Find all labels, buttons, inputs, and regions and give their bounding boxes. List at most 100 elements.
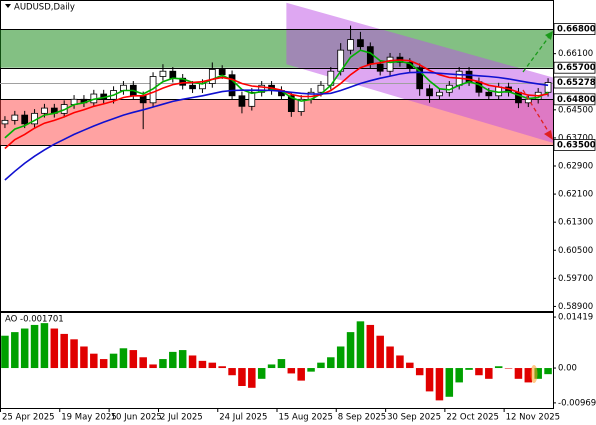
ao-bar bbox=[406, 362, 414, 369]
y-tick-label: 0.61300 bbox=[558, 218, 593, 228]
highlight bbox=[530, 365, 538, 383]
ao-bar bbox=[475, 368, 483, 376]
y-tick-label: 0.62100 bbox=[558, 190, 593, 200]
ao-bar bbox=[169, 351, 177, 369]
level-box bbox=[553, 93, 596, 106]
candle-body bbox=[21, 114, 29, 125]
level-label: 0.64800 bbox=[557, 95, 596, 105]
ao-bar bbox=[119, 348, 128, 369]
candle-body bbox=[1, 119, 9, 125]
ao-bar bbox=[1, 335, 9, 369]
ao-bar bbox=[90, 353, 98, 369]
y-tick-label: 0.63700 bbox=[558, 133, 593, 143]
x-tick-label: 22 Oct 2025 bbox=[446, 413, 499, 423]
ao-bar bbox=[346, 332, 355, 369]
ao-bar bbox=[455, 368, 463, 383]
x-tick-label: 10 Jun 2025 bbox=[111, 413, 162, 423]
ao-bar bbox=[11, 332, 19, 369]
ao-bar bbox=[376, 335, 384, 369]
y-tick-label: 0.59700 bbox=[558, 274, 593, 284]
ao-bar bbox=[534, 368, 542, 379]
ao-y-tick-label: 0.01419 bbox=[558, 313, 593, 323]
ao-bar bbox=[386, 346, 394, 369]
ao-bar bbox=[435, 368, 444, 401]
level-label: 0.65278 bbox=[557, 78, 596, 88]
candle-body bbox=[41, 107, 48, 114]
candle-body bbox=[347, 39, 354, 51]
menu-icon bbox=[5, 4, 11, 8]
arrow-down bbox=[522, 89, 552, 137]
candle-body bbox=[544, 82, 552, 93]
ao-bar bbox=[445, 368, 454, 397]
ao-bar bbox=[336, 346, 345, 369]
ao-bar bbox=[485, 368, 493, 379]
chart-title: AUDUSD,Daily bbox=[14, 3, 75, 13]
ao-bar bbox=[70, 339, 78, 369]
level-label: 0.65700 bbox=[557, 63, 596, 73]
ao-bar bbox=[277, 359, 286, 369]
arrow-up-head bbox=[545, 31, 553, 40]
candle-body bbox=[228, 74, 236, 97]
arrow-down-head bbox=[544, 130, 553, 140]
ao-bar bbox=[257, 368, 266, 379]
candle-body bbox=[11, 114, 19, 121]
ao-y-tick-label: -0.009696 bbox=[558, 398, 596, 408]
candle-body bbox=[416, 67, 424, 90]
level-box bbox=[553, 76, 596, 89]
ao-bar bbox=[129, 350, 138, 369]
ao-bar bbox=[80, 346, 88, 369]
candle-body bbox=[485, 91, 493, 97]
candle-body bbox=[317, 84, 325, 93]
y-tick-label: 0.60500 bbox=[558, 246, 593, 256]
x-tick-label: 24 Jul 2025 bbox=[219, 413, 267, 423]
x-tick-label: 15 Aug 2025 bbox=[279, 413, 333, 423]
level-box bbox=[553, 61, 596, 74]
ao-bar bbox=[415, 368, 424, 376]
y-tick-label: 0.66100 bbox=[558, 49, 593, 59]
ao-bar bbox=[287, 368, 296, 374]
ao-bar bbox=[139, 357, 147, 369]
ao-bar bbox=[465, 368, 473, 370]
ao-title: AO -0.001701 bbox=[5, 315, 64, 325]
x-tick-label: 25 Apr 2025 bbox=[2, 413, 55, 423]
candle-body bbox=[189, 84, 196, 90]
arrow-up bbox=[522, 33, 552, 73]
ao-plot bbox=[1, 321, 552, 401]
ao-bar bbox=[50, 328, 59, 369]
ao-bar bbox=[218, 366, 226, 369]
ma-line bbox=[4, 59, 549, 150]
ao-bar bbox=[504, 368, 513, 369]
ao-y-tick-label: 0.00 bbox=[558, 364, 577, 374]
x-tick-label: 12 Nov 2025 bbox=[506, 413, 560, 423]
level-box bbox=[553, 23, 596, 35]
ao-bar bbox=[297, 368, 305, 381]
ma-line bbox=[4, 71, 549, 181]
candle-body bbox=[386, 56, 394, 72]
candle-body bbox=[376, 63, 384, 72]
x-tick-label: 19 May 2025 bbox=[61, 413, 116, 423]
x-tick-label: 30 Sep 2025 bbox=[387, 413, 441, 423]
ao-bar bbox=[494, 366, 503, 369]
ao-bar bbox=[208, 362, 217, 369]
candle-body bbox=[159, 70, 167, 77]
candle-body bbox=[218, 69, 226, 76]
y-tick-label: 0.62900 bbox=[558, 162, 593, 172]
ao-bar bbox=[20, 328, 29, 369]
candle-body bbox=[238, 95, 246, 107]
candle-body bbox=[426, 88, 433, 97]
ao-bar bbox=[307, 368, 315, 372]
y-tick-label: 0.64500 bbox=[558, 105, 593, 115]
y-tick-label: 0.58900 bbox=[558, 302, 593, 312]
ao-bar bbox=[30, 324, 39, 369]
level-label: 0.66800 bbox=[557, 25, 596, 35]
candle-body bbox=[436, 91, 443, 97]
ao-bar bbox=[99, 359, 108, 369]
candle-body bbox=[169, 70, 177, 79]
ao-bar bbox=[188, 355, 197, 369]
axes: 0.58900 0.59700 0.60500 0.61300 0.62100 0.629… bbox=[0, 23, 596, 423]
ao-bar bbox=[149, 364, 157, 369]
ao-bar bbox=[267, 364, 276, 369]
ao-bar bbox=[159, 359, 167, 369]
ao-bar bbox=[60, 333, 68, 369]
